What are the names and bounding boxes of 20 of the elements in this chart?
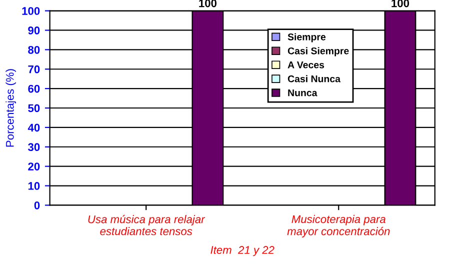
- y-tick-label: 100: [22, 7, 40, 15]
- y-tick-label: 20: [28, 162, 40, 170]
- legend-label: Casi Nunca: [288, 75, 341, 82]
- y-tick-label: 60: [28, 84, 40, 93]
- y-tick-label: 10: [28, 182, 40, 190]
- legend-label: A Veces: [288, 62, 324, 68]
- x-tick-label: Musicoterapia para mayor concentración: [287, 214, 390, 238]
- x-tick-label: Usa música para relajar estudiantes tensos: [88, 214, 206, 236]
- y-tick-label: 70: [28, 65, 40, 74]
- legend-label: Siempre: [288, 33, 326, 42]
- legend-label: Nunca: [288, 89, 318, 96]
- y-tick-label: 0: [34, 201, 40, 210]
- y-tick-label: 80: [28, 46, 40, 54]
- y-tick-label: 40: [28, 124, 40, 132]
- legend-label: Casi Siempre: [288, 47, 349, 56]
- y-axis-title: Porcentajes (%): [6, 69, 16, 147]
- y-tick-label: 50: [28, 104, 40, 112]
- y-tick-label: 30: [28, 143, 40, 152]
- y-tick-label: 90: [28, 26, 40, 34]
- x-axis-title: Item 21 y 22: [210, 246, 274, 256]
